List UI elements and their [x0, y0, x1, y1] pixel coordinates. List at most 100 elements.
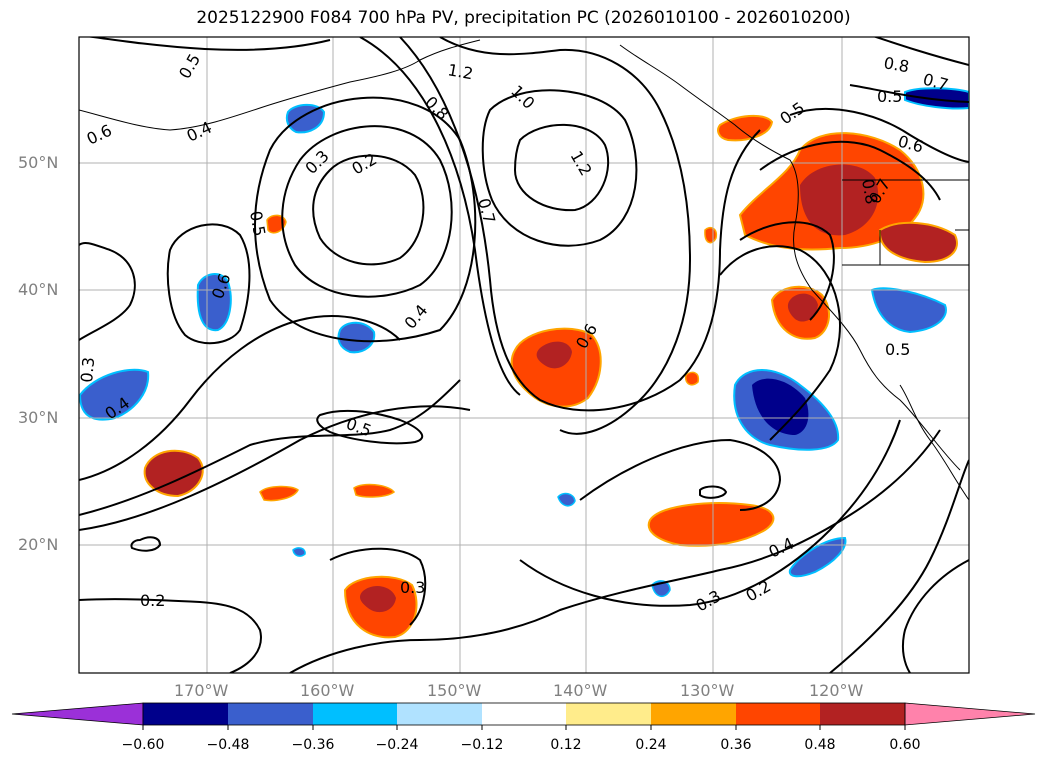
colorbar-segment: [482, 703, 566, 725]
colorbar-tick: 0.12: [550, 737, 582, 753]
precip-negative: [557, 492, 576, 507]
precip-positive: [684, 371, 700, 386]
contour-label: 0.5: [246, 209, 269, 237]
pv-contour: [759, 37, 969, 201]
lat-label: 20°N: [18, 535, 59, 554]
contour-label: 0.5: [776, 98, 808, 128]
pv-contour: [399, 37, 761, 412]
lon-label: 160°W: [300, 681, 355, 700]
colorbar-segment: [736, 703, 820, 725]
colorbar-tick: −0.36: [291, 737, 335, 753]
pv-contour: [289, 429, 941, 673]
colorbar-tick: −0.24: [375, 737, 419, 753]
precip-negative: [904, 87, 969, 110]
precip-positive-core: [800, 164, 879, 236]
pv-contours: [79, 37, 969, 673]
gridlines: [79, 37, 969, 673]
pv-contour: [329, 419, 901, 626]
colorbar-segment: [397, 703, 482, 725]
colorbar-tick: 0.60: [889, 737, 921, 753]
colorbar-segment: [820, 703, 905, 725]
precip-negative: [285, 103, 326, 134]
contour-label: 0.3: [693, 586, 725, 615]
colorbar-segment: [651, 703, 736, 725]
precip-positive: [266, 214, 287, 234]
lat-label: 50°N: [18, 153, 59, 172]
colorbar-segment: [566, 703, 651, 725]
pv-contour: [719, 221, 841, 441]
precip-positive: [647, 502, 775, 547]
contour-label: 0.5: [885, 340, 910, 359]
lon-label: 130°W: [680, 681, 735, 700]
colorbar-segment: [228, 703, 313, 725]
colorbar-segment: [143, 703, 228, 725]
map-title: 2025122900 F084 700 hPa PV, precipitatio…: [196, 8, 851, 28]
colorbar-tick: 0.36: [720, 737, 752, 753]
contour-label: 0.4: [766, 534, 797, 562]
contour-label: 1.2: [446, 60, 474, 83]
precip-negative: [788, 536, 847, 578]
lon-label: 140°W: [553, 681, 608, 700]
contour-label: 0.8: [421, 92, 452, 123]
colorbar-segment: [313, 703, 397, 725]
contour-label: 0.5: [175, 50, 204, 82]
precip-negative-core: [752, 378, 809, 435]
lon-label: 120°W: [809, 681, 864, 700]
pv-contour: [86, 37, 521, 396]
pv-contour: [79, 379, 461, 516]
pv-contour: [439, 37, 692, 435]
pv-contour: [130, 536, 162, 552]
colorbar-tick: −0.60: [121, 737, 165, 753]
contour-label: 1.2: [567, 148, 596, 180]
precip-positive: [259, 485, 299, 502]
precip-negative: [337, 321, 376, 354]
colorbar-frame: [142, 702, 906, 726]
pv-contour: [79, 598, 262, 673]
lon-label: 150°W: [427, 681, 482, 700]
precip-positive-core: [787, 293, 818, 322]
contour-label: 0.4: [401, 301, 432, 333]
lat-label: 40°N: [18, 280, 59, 299]
pv-contour: [316, 409, 424, 445]
contour-label: 0.8: [882, 53, 910, 76]
pv-contour: [513, 123, 610, 212]
contour-label: 0.2: [743, 576, 775, 605]
contour-label: 0.8: [858, 177, 881, 205]
colorbar-tick: 0.24: [635, 737, 667, 753]
contour-label: 1.0: [507, 81, 538, 112]
precip-positive: [704, 226, 718, 244]
precip-positive: [143, 449, 204, 498]
contour-label: 0.3: [77, 356, 98, 383]
lon-label: 170°W: [174, 681, 229, 700]
lat-label: 30°N: [18, 408, 59, 427]
colorbar: [11, 702, 1036, 730]
colorbar-min-extend: [11, 702, 144, 726]
pv-contour: [79, 315, 471, 531]
contour-label: 0.3: [400, 578, 425, 597]
precip-positive: [717, 114, 774, 142]
map-frame: [78, 36, 970, 674]
colorbar-tick: −0.12: [460, 737, 504, 753]
precip-negative: [870, 287, 947, 334]
pv-contour: [312, 154, 425, 266]
contour-label: 0.2: [140, 591, 165, 610]
pv-contour: [481, 89, 638, 247]
precip-negative: [196, 273, 232, 332]
contour-label: 0.6: [84, 121, 115, 149]
contour-label: 0.7: [474, 196, 499, 226]
precip-positive: [878, 221, 958, 264]
colorbar-tick: −0.48: [206, 737, 250, 753]
pv-contour: [166, 223, 251, 345]
pv-contour: [79, 241, 136, 341]
precip-positive: [353, 483, 396, 498]
colorbar-tick: 0.48: [804, 737, 836, 753]
pv-contour: [281, 125, 453, 298]
contour-label: 0.5: [877, 87, 902, 106]
contour-label: 0.4: [184, 118, 215, 146]
precip-areas: [79, 87, 969, 639]
pv-contour: [829, 459, 969, 673]
colorbar-max-extend: [904, 702, 1036, 726]
precip-negative: [292, 547, 306, 557]
contour-label: 0.2: [349, 149, 381, 178]
